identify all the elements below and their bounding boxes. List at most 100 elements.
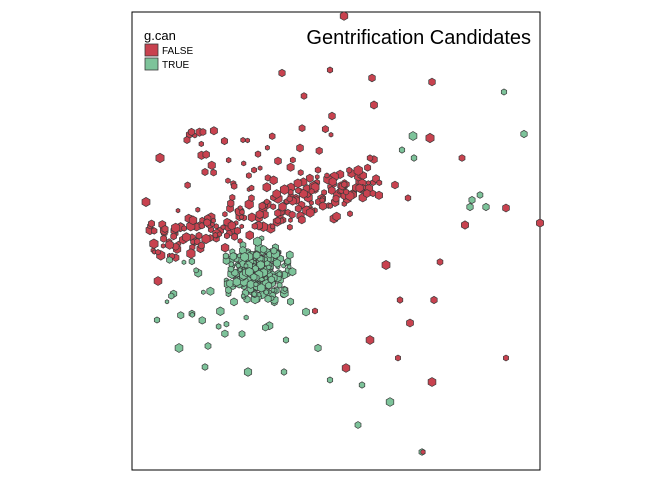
tract-symbol-layer — [141, 11, 544, 456]
tract-symbol-false — [151, 227, 158, 235]
tract-symbol-false — [245, 172, 252, 179]
tract-symbol-false — [197, 241, 205, 250]
tract-symbol-true — [273, 258, 281, 268]
tract-symbol-false — [229, 193, 236, 202]
tract-symbol-true — [280, 368, 288, 376]
tract-symbol-true — [264, 294, 272, 303]
tract-symbol-false — [298, 124, 306, 133]
tract-symbol-false — [160, 243, 166, 249]
tract-symbol-true — [468, 195, 476, 205]
tract-symbol-false — [209, 126, 218, 136]
tract-symbol-false — [227, 220, 236, 231]
tract-symbol-false — [210, 217, 216, 224]
tract-symbol-false — [269, 223, 276, 230]
tract-symbol-false — [269, 175, 278, 186]
tract-symbol-false — [339, 11, 349, 21]
tract-symbol-true — [235, 262, 241, 269]
tract-symbol-false — [300, 92, 308, 100]
tract-symbol-false — [195, 206, 201, 213]
tract-symbol-false — [458, 154, 466, 162]
tract-symbol-true — [257, 283, 266, 293]
tract-symbol-true — [243, 314, 249, 321]
tract-symbol-false — [224, 232, 230, 240]
tract-symbol-false — [272, 189, 281, 199]
tract-symbol-false — [353, 165, 363, 176]
tract-symbol-false — [153, 276, 163, 286]
tract-symbol-false — [278, 68, 286, 78]
tract-symbol-true — [240, 252, 249, 262]
tract-symbol-false — [461, 220, 469, 230]
tract-symbol-false — [366, 154, 374, 162]
tract-symbol-false — [171, 222, 181, 234]
legend-swatch-false — [144, 43, 159, 57]
tract-symbol-false — [230, 182, 238, 190]
legend-swatch-true — [144, 57, 159, 71]
tract-symbol-false — [427, 377, 437, 387]
tract-symbol-false — [425, 132, 435, 144]
tract-symbol-false — [203, 218, 211, 227]
tract-symbol-false — [328, 111, 336, 121]
tract-symbol-false — [305, 207, 315, 218]
tract-symbol-false — [187, 127, 195, 137]
tract-symbol-false — [286, 162, 295, 172]
tract-symbol-true — [201, 289, 206, 295]
tract-symbol-true — [252, 264, 259, 273]
tract-symbol-true — [223, 320, 230, 328]
tract-symbol-true — [284, 257, 292, 266]
tract-symbol-true — [221, 329, 229, 338]
tract-symbol-false — [314, 174, 320, 180]
tract-symbol-true — [282, 286, 288, 293]
tract-symbol-true — [282, 336, 290, 344]
tract-symbol-true — [240, 293, 246, 299]
tract-symbol-false — [184, 181, 191, 189]
tract-symbol-false — [327, 185, 336, 195]
tract-symbol-false — [332, 211, 341, 222]
tract-symbol-false — [381, 259, 391, 271]
tract-symbol-false — [245, 137, 250, 144]
tract-symbol-false — [308, 188, 315, 195]
tract-symbol-false — [141, 196, 151, 208]
tract-symbol-false — [376, 179, 383, 187]
tract-symbol-true — [326, 376, 334, 384]
tract-symbol-false — [347, 210, 353, 218]
tract-symbol-false — [436, 258, 444, 266]
tract-symbol-true — [238, 330, 246, 338]
tract-symbol-false — [186, 248, 196, 259]
tract-symbol-true — [482, 202, 490, 212]
tract-symbol-false — [241, 160, 247, 167]
tract-symbol-false — [195, 231, 203, 240]
tract-symbol-true — [198, 316, 206, 325]
tract-symbol-false — [165, 240, 174, 250]
tract-symbol-true — [285, 250, 294, 260]
map-title: Gentrification Candidates — [306, 27, 531, 49]
tract-symbol-true — [168, 292, 175, 300]
tract-symbol-true — [358, 381, 366, 389]
tract-symbol-true — [270, 246, 278, 255]
tract-symbol-false — [286, 223, 293, 231]
tract-symbol-false — [391, 180, 399, 190]
tract-symbol-true — [265, 281, 273, 290]
tract-symbol-false — [251, 166, 258, 174]
tract-symbol-false — [406, 318, 414, 328]
tract-symbol-true — [287, 297, 295, 306]
tract-symbol-false — [368, 73, 376, 83]
legend-label-false: FALSE — [162, 46, 193, 57]
tract-symbol-false — [257, 165, 263, 171]
tract-symbol-true — [267, 275, 275, 284]
tract-symbol-false — [343, 188, 350, 196]
tract-symbol-true — [259, 245, 268, 254]
tract-symbol-true — [288, 267, 297, 277]
tract-symbol-true — [189, 311, 195, 318]
tract-symbol-true — [262, 323, 269, 332]
tract-symbol-false — [225, 177, 231, 184]
tract-symbol-true — [253, 281, 259, 288]
tract-symbol-false — [314, 166, 322, 174]
tract-symbol-false — [324, 172, 330, 179]
tract-symbol-false — [268, 132, 276, 140]
tract-symbol-false — [278, 201, 287, 212]
tract-symbol-false — [198, 140, 204, 148]
tract-symbol-false — [288, 217, 293, 223]
tract-symbol-false — [201, 233, 211, 245]
